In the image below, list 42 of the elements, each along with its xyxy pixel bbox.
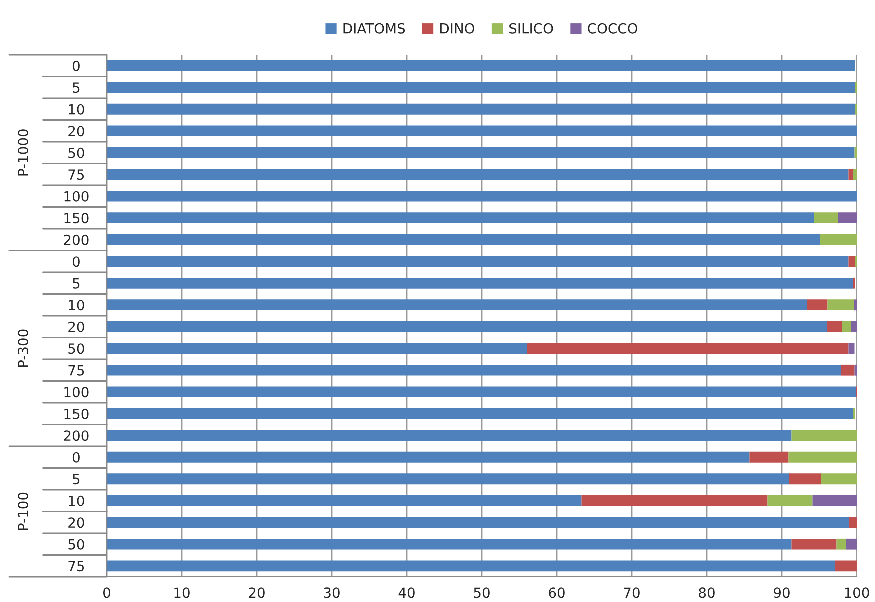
y-tick-label: 5 — [73, 82, 80, 94]
text: P-100 — [18, 492, 29, 530]
legend-label: DINO — [440, 23, 474, 34]
x-tick-label: 0 — [103, 588, 110, 598]
y-tick-label: 50 — [68, 344, 84, 354]
x-tick-label: 30 — [324, 588, 340, 598]
x-tick-label: 40 — [398, 588, 415, 598]
y-tick-label: 0 — [72, 60, 80, 72]
x-tick-label: 60 — [549, 588, 565, 598]
y-tick-label: 100 — [64, 191, 89, 202]
y-tick-label: 20 — [68, 518, 84, 528]
y-tick-label: 50 — [68, 539, 84, 550]
y-tick-label: 200 — [64, 234, 89, 246]
y-tick-label: 5 — [73, 278, 80, 289]
text: P-300 — [18, 330, 29, 368]
legend-label: SILICO — [510, 23, 554, 34]
x-tick-label: 20 — [249, 588, 265, 598]
x-tick-label: 70 — [624, 588, 640, 598]
y-tick-label: 0 — [72, 256, 80, 268]
y-tick-label: 5 — [73, 474, 80, 485]
x-tick-label: 100 — [845, 588, 870, 598]
y-tick-label: 50 — [68, 148, 84, 158]
y-tick-label: 0 — [72, 452, 80, 463]
x-tick-label: 50 — [474, 588, 490, 598]
y-tick-label: 10 — [69, 496, 84, 506]
y-tick-label: 200 — [64, 430, 89, 442]
y-tick-label: 20 — [68, 322, 84, 332]
x-tick-label: 90 — [774, 588, 790, 598]
y-tick-label: 20 — [68, 126, 84, 137]
y-tick-label: 150 — [64, 213, 89, 224]
y-tick-label: 75 — [68, 561, 84, 572]
x-tick-label: 80 — [699, 588, 715, 598]
y-tick-label: 100 — [64, 387, 89, 398]
x-tick-label: 10 — [174, 588, 190, 598]
y-tick-label: 75 — [68, 170, 84, 180]
y-tick-label: 75 — [68, 366, 84, 376]
legend-label: COCCO — [588, 23, 638, 34]
y-tick-label: 10 — [69, 104, 84, 115]
text: P-1000 — [18, 130, 29, 176]
y-tick-label: 10 — [69, 300, 84, 311]
y-tick-label: 150 — [64, 408, 89, 420]
legend-label: DIATOMS — [344, 23, 406, 34]
